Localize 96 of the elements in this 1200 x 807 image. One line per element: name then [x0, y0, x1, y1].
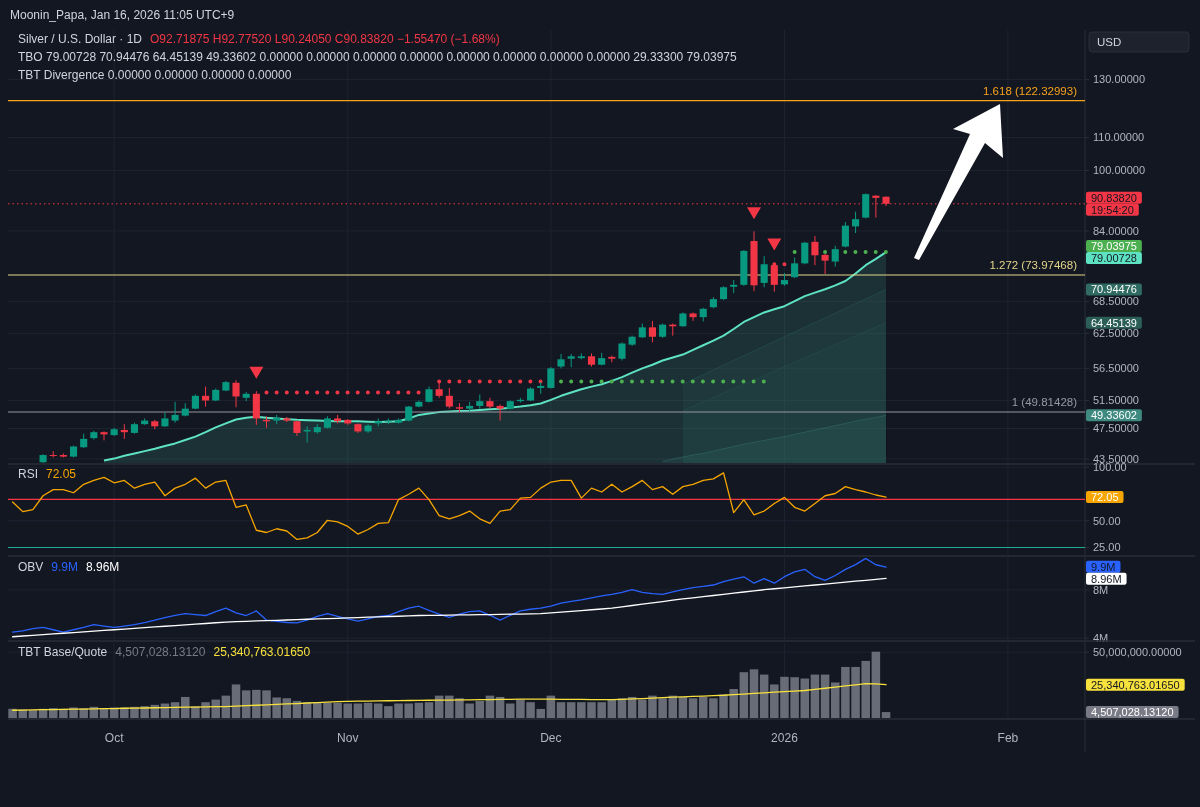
text: 79.03975 [1091, 239, 1137, 252]
x-tick-label: Nov [337, 731, 359, 745]
candlestick [689, 311, 697, 322]
annotation: TBO 79.00728 70.94476 64.45139 49.33602 0.00000 0.00000 0.00000 0.00000 0.00000 0.00000 0.00000 0.00000 29.33300 79.03975 [18, 50, 737, 64]
chart-title: RSI [18, 467, 39, 481]
text: 4,507,028.13120 [1091, 705, 1174, 718]
candlestick [100, 430, 108, 441]
candlestick [232, 379, 240, 408]
text: 64.45139 [1091, 316, 1137, 329]
bar [759, 674, 769, 718]
y-tick-label: 8M [1093, 583, 1109, 596]
chart-title: Silver / U.S. Dollar · 1D [18, 32, 143, 46]
candlestick [496, 404, 504, 422]
y-tick-label: 51.50000 [1093, 394, 1139, 407]
candlestick [821, 253, 829, 275]
bar [475, 700, 485, 718]
bar [871, 651, 881, 718]
text: 79.00728 [1091, 251, 1137, 264]
y-tick-label: 84.00000 [1093, 224, 1139, 237]
ref-line-label: 1 (49.81428) [1011, 396, 1078, 409]
ref-line-label: 1.618 (122.32993) [983, 84, 1078, 97]
y-tick-label: 47.50000 [1093, 422, 1139, 435]
y-tick-label: 100.00000 [1093, 164, 1145, 177]
bar [566, 702, 576, 718]
y-tick-label: 62.50000 [1093, 327, 1139, 340]
point [747, 207, 761, 220]
bar [424, 702, 434, 718]
bar [617, 698, 627, 718]
bar [241, 690, 251, 718]
bar [231, 684, 241, 718]
y-tick-label: 56.50000 [1093, 362, 1139, 375]
bar [810, 674, 820, 718]
bar [28, 710, 38, 718]
candlestick [862, 192, 870, 219]
candlestick [831, 245, 839, 268]
bar [820, 674, 830, 718]
bar [698, 696, 708, 718]
y-tick-label: 4M [1093, 632, 1109, 645]
ref-line-label: 1.272 (73.97468) [989, 258, 1078, 271]
y-tick-label: 110.00000 [1093, 131, 1145, 144]
ref-line-label: 90.83820 [1091, 191, 1137, 204]
annotation: 8.96M [86, 560, 120, 574]
candlestick [171, 401, 179, 424]
y-tick-label: 68.50000 [1093, 295, 1139, 308]
candlestick [760, 255, 768, 288]
bar [414, 702, 424, 718]
bar [678, 696, 688, 718]
annotation: 4,507,028.13120 [115, 645, 206, 659]
annotation: 72.05 [46, 467, 77, 481]
chart-title: TBT Base/Quote [18, 645, 108, 659]
text: 49.33602 [1091, 409, 1137, 422]
text: 72.05 [1091, 490, 1119, 503]
x-tick-label: Dec [540, 731, 562, 745]
candlestick [618, 341, 626, 361]
text: 8.96M [1091, 572, 1122, 585]
line-series [11, 558, 887, 633]
bar [739, 672, 749, 718]
bar [688, 698, 698, 718]
point [767, 238, 782, 251]
text: 25,340,763.01650 [1091, 678, 1180, 691]
bar [607, 699, 617, 718]
candlestick [852, 211, 860, 234]
x-tick-label: 2026 [771, 731, 799, 745]
y-tick-label: 130.00000 [1093, 73, 1145, 86]
bar [800, 678, 810, 718]
annotation: O92.71875 H92.77520 L90.24050 C90.83820 −1.55470 (−1.68%) [150, 32, 500, 46]
y-axis-title: USD [1097, 36, 1122, 49]
bar [373, 703, 383, 718]
x-tick-label: Oct [104, 731, 125, 745]
candlestick [811, 235, 819, 266]
y-tick-label: 50,000,000.00000 [1093, 646, 1182, 659]
candlestick [791, 257, 799, 279]
candlestick [547, 366, 555, 390]
x-tick-label: Feb [997, 731, 1019, 745]
chart-title: OBV [18, 560, 44, 574]
candlestick [486, 397, 494, 410]
text: 19:54:20 [1091, 203, 1134, 216]
text: 70.94476 [1091, 283, 1137, 296]
text: 9.9M [1091, 560, 1116, 573]
bar [353, 703, 363, 718]
bar [363, 702, 373, 718]
y-tick-label: 25.00 [1093, 541, 1121, 554]
annotation: TBT Divergence 0.00000 0.00000 0.00000 0.00000 [18, 68, 292, 82]
line-series [11, 577, 887, 638]
candlestick [648, 320, 656, 343]
annotation: 9.9M [51, 560, 79, 574]
bar [749, 669, 759, 718]
candlestick [445, 387, 453, 410]
point [249, 366, 264, 379]
candlestick [801, 241, 809, 265]
candlestick [841, 221, 849, 248]
bar [881, 712, 891, 718]
annotation: 25,340,763.01650 [213, 645, 311, 659]
chart-subtitle: Moonin_Papa, Jan 16, 2026 11:05 UTC+9 [10, 8, 235, 22]
y-tick-label: 50.00 [1093, 514, 1121, 527]
bar [556, 702, 566, 718]
